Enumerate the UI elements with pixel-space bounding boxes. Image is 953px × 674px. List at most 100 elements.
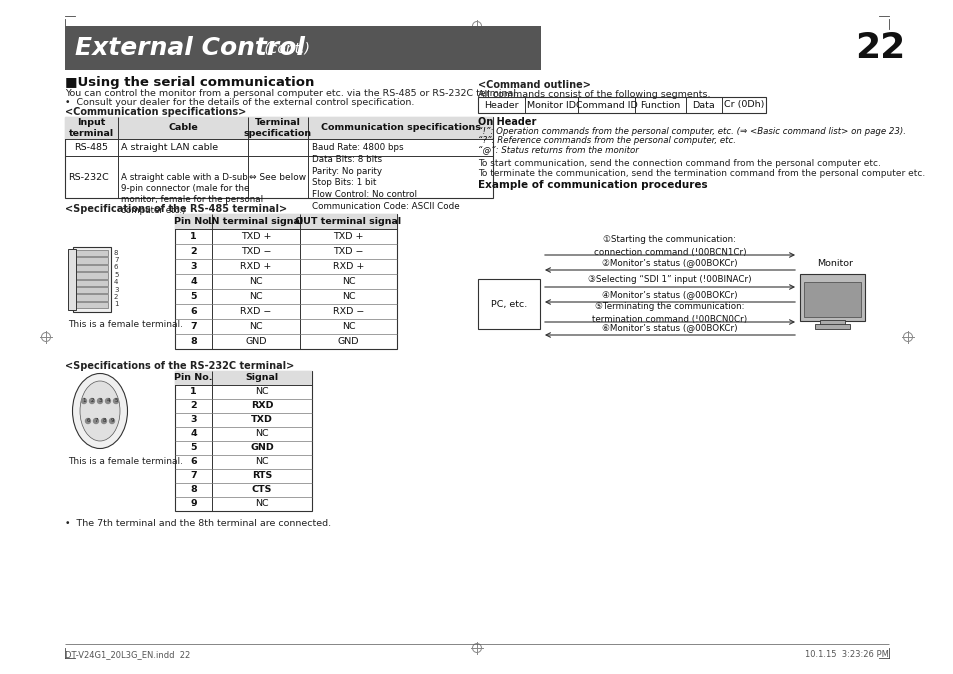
Text: 4: 4 bbox=[113, 279, 118, 285]
Text: IN terminal signal: IN terminal signal bbox=[208, 217, 303, 226]
Bar bbox=[820, 320, 844, 326]
Text: 5: 5 bbox=[190, 443, 196, 452]
Text: ②Monitor’s status (@00BOKCr): ②Monitor’s status (@00BOKCr) bbox=[601, 259, 737, 268]
Circle shape bbox=[93, 419, 98, 423]
Text: 8: 8 bbox=[190, 337, 196, 346]
Bar bbox=[76, 280, 108, 286]
Text: OUT terminal signal: OUT terminal signal bbox=[295, 217, 401, 226]
Text: 4: 4 bbox=[190, 429, 196, 439]
Text: 8: 8 bbox=[113, 249, 118, 255]
Text: NC: NC bbox=[254, 388, 269, 396]
Text: 9: 9 bbox=[111, 419, 113, 423]
Text: Input
terminal: Input terminal bbox=[69, 119, 114, 137]
Text: ④Monitor’s status (@00BOKCr): ④Monitor’s status (@00BOKCr) bbox=[601, 290, 737, 299]
Text: 3: 3 bbox=[190, 262, 196, 271]
Text: 9: 9 bbox=[190, 499, 196, 508]
Circle shape bbox=[113, 398, 118, 404]
Text: ⑥Monitor’s status (@00BOKCr): ⑥Monitor’s status (@00BOKCr) bbox=[601, 324, 737, 332]
Text: ■Using the serial communication: ■Using the serial communication bbox=[65, 76, 314, 89]
Text: Example of communication procedures: Example of communication procedures bbox=[477, 180, 707, 190]
Text: Monitor: Monitor bbox=[817, 259, 853, 268]
Text: RS-485: RS-485 bbox=[74, 143, 109, 152]
Circle shape bbox=[106, 398, 111, 404]
Text: RTS: RTS bbox=[252, 472, 272, 481]
Text: 8: 8 bbox=[102, 419, 106, 423]
Text: Command ID: Command ID bbox=[575, 100, 637, 109]
Text: 22: 22 bbox=[854, 31, 904, 65]
Text: ①Starting the communication:: ①Starting the communication: bbox=[603, 235, 736, 244]
Text: RXD: RXD bbox=[251, 402, 273, 410]
Text: Data: Data bbox=[692, 100, 715, 109]
Bar bbox=[800, 274, 864, 321]
Text: 2: 2 bbox=[190, 402, 196, 410]
Bar bbox=[477, 97, 765, 113]
Bar bbox=[65, 117, 493, 198]
Text: 4: 4 bbox=[190, 277, 196, 286]
Circle shape bbox=[86, 419, 91, 423]
Text: RXD −: RXD − bbox=[333, 307, 364, 316]
Text: A straight LAN cable: A straight LAN cable bbox=[121, 143, 218, 152]
Text: To start communication, send the connection command from the personal computer e: To start communication, send the connect… bbox=[477, 159, 880, 168]
Text: This is a female terminal.: This is a female terminal. bbox=[68, 457, 183, 466]
Text: NC: NC bbox=[249, 292, 262, 301]
Text: This is a female terminal.: This is a female terminal. bbox=[68, 320, 183, 329]
Text: NC: NC bbox=[249, 322, 262, 331]
Bar bbox=[76, 257, 108, 264]
Text: 4: 4 bbox=[106, 398, 110, 404]
Bar bbox=[76, 302, 108, 308]
Text: “@”: Status returns from the monitor: “@”: Status returns from the monitor bbox=[477, 145, 639, 154]
Text: Pin No.: Pin No. bbox=[174, 373, 213, 383]
Bar bbox=[73, 247, 111, 312]
Text: 7: 7 bbox=[113, 257, 118, 263]
Text: ③Selecting “SDI 1” input (!00BINACr): ③Selecting “SDI 1” input (!00BINACr) bbox=[588, 276, 751, 284]
Bar bbox=[803, 282, 861, 317]
Text: 7: 7 bbox=[190, 322, 196, 331]
Bar bbox=[477, 279, 539, 329]
Text: TXD: TXD bbox=[251, 415, 273, 425]
Text: 5: 5 bbox=[113, 272, 118, 278]
Text: PC, etc.: PC, etc. bbox=[491, 299, 527, 309]
Bar bbox=[174, 371, 312, 511]
Text: Cr (0Dh): Cr (0Dh) bbox=[723, 100, 763, 109]
Text: A straight cable with a D-sub
9-pin connector (male for the
monitor, female for : A straight cable with a D-sub 9-pin conn… bbox=[121, 173, 263, 215]
Text: GND: GND bbox=[250, 443, 274, 452]
Text: NC: NC bbox=[341, 277, 355, 286]
Text: DT-V24G1_20L3G_EN.indd  22: DT-V24G1_20L3G_EN.indd 22 bbox=[65, 650, 190, 659]
Text: Pin No.: Pin No. bbox=[174, 217, 213, 226]
Text: <Communication specifications>: <Communication specifications> bbox=[65, 107, 246, 117]
Text: NC: NC bbox=[254, 429, 269, 439]
Text: 5: 5 bbox=[114, 398, 117, 404]
Text: TXD +: TXD + bbox=[333, 232, 363, 241]
Text: “?”: Reference commands from the personal computer, etc.: “?”: Reference commands from the persona… bbox=[477, 136, 735, 145]
Text: 1: 1 bbox=[190, 388, 196, 396]
Text: 2: 2 bbox=[91, 398, 93, 404]
Circle shape bbox=[90, 398, 94, 404]
Text: 8: 8 bbox=[190, 485, 196, 495]
Bar bbox=[76, 265, 108, 271]
Bar bbox=[76, 287, 108, 293]
Text: 7: 7 bbox=[94, 419, 97, 423]
Text: To terminate the communication, send the termination command from the personal c: To terminate the communication, send the… bbox=[477, 169, 924, 178]
Text: ⑤Terminating the communication:: ⑤Terminating the communication: bbox=[595, 302, 744, 311]
Text: Baud Rate: 4800 bps
Data Bits: 8 bits
Parity: No parity
Stop Bits: 1 bit
Flow Co: Baud Rate: 4800 bps Data Bits: 8 bits Pa… bbox=[312, 143, 459, 211]
Text: •  Consult your dealer for the details of the external control specification.: • Consult your dealer for the details of… bbox=[65, 98, 414, 107]
Text: ⇔ See below: ⇔ See below bbox=[249, 173, 306, 181]
Text: All commands consist of the following segments.: All commands consist of the following se… bbox=[477, 90, 710, 99]
Text: NC: NC bbox=[249, 277, 262, 286]
Ellipse shape bbox=[72, 373, 128, 448]
Text: You can control the monitor from a personal computer etc. via the RS-485 or RS-2: You can control the monitor from a perso… bbox=[65, 89, 518, 98]
Text: <Specifications of the RS-232C terminal>: <Specifications of the RS-232C terminal> bbox=[65, 361, 294, 371]
Text: Signal: Signal bbox=[245, 373, 278, 383]
Text: Cable: Cable bbox=[168, 123, 197, 133]
Text: CTS: CTS bbox=[252, 485, 272, 495]
Text: •  The 7th terminal and the 8th terminal are connected.: • The 7th terminal and the 8th terminal … bbox=[65, 519, 331, 528]
Bar bbox=[65, 26, 540, 70]
Text: Header: Header bbox=[484, 100, 518, 109]
Text: Terminal
specification: Terminal specification bbox=[244, 119, 312, 137]
Text: Communication specifications: Communication specifications bbox=[320, 123, 480, 133]
Ellipse shape bbox=[80, 381, 120, 441]
Circle shape bbox=[110, 419, 114, 423]
Text: TXD −: TXD − bbox=[240, 247, 271, 256]
Text: GND: GND bbox=[337, 337, 359, 346]
Text: NC: NC bbox=[341, 292, 355, 301]
